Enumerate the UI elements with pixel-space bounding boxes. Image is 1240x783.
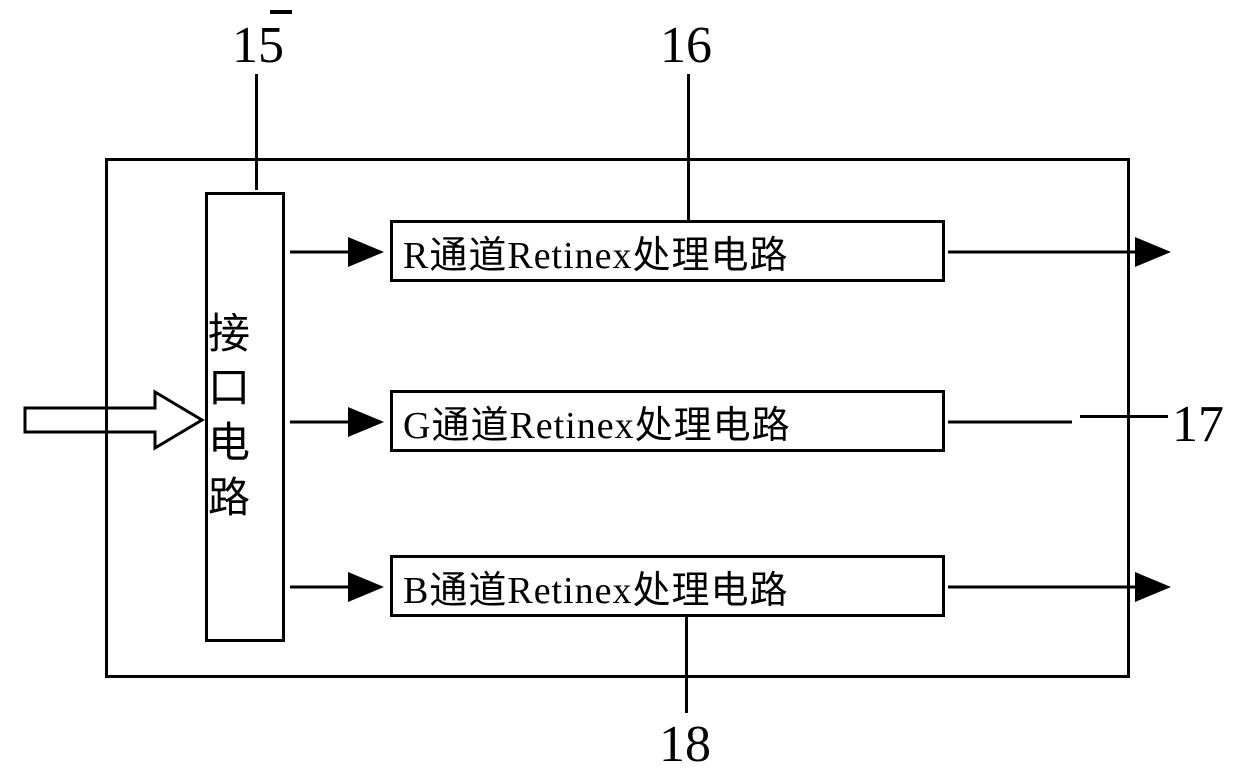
b-channel-label: B通道Retinex处理电路 (403, 559, 789, 614)
leader-line-17 (1080, 415, 1168, 418)
interface-label: 接口 电路 (208, 308, 282, 526)
dash-over-15 (270, 10, 292, 14)
interface-box: 接口 电路 (205, 192, 285, 642)
ref-label-17: 17 (1172, 395, 1224, 454)
r-channel-label: R通道Retinex处理电路 (403, 224, 789, 279)
ref-label-15: 15 (232, 16, 284, 75)
leader-line-15 (255, 74, 258, 190)
leader-line-18 (685, 617, 688, 713)
r-channel-box: R通道Retinex处理电路 (390, 220, 945, 282)
ref-label-18: 18 (659, 715, 711, 774)
g-channel-label: G通道Retinex处理电路 (403, 394, 791, 449)
ref-label-16: 16 (660, 16, 712, 75)
g-channel-box: G通道Retinex处理电路 (390, 390, 945, 452)
b-channel-box: B通道Retinex处理电路 (390, 555, 945, 617)
leader-line-16 (687, 74, 690, 220)
